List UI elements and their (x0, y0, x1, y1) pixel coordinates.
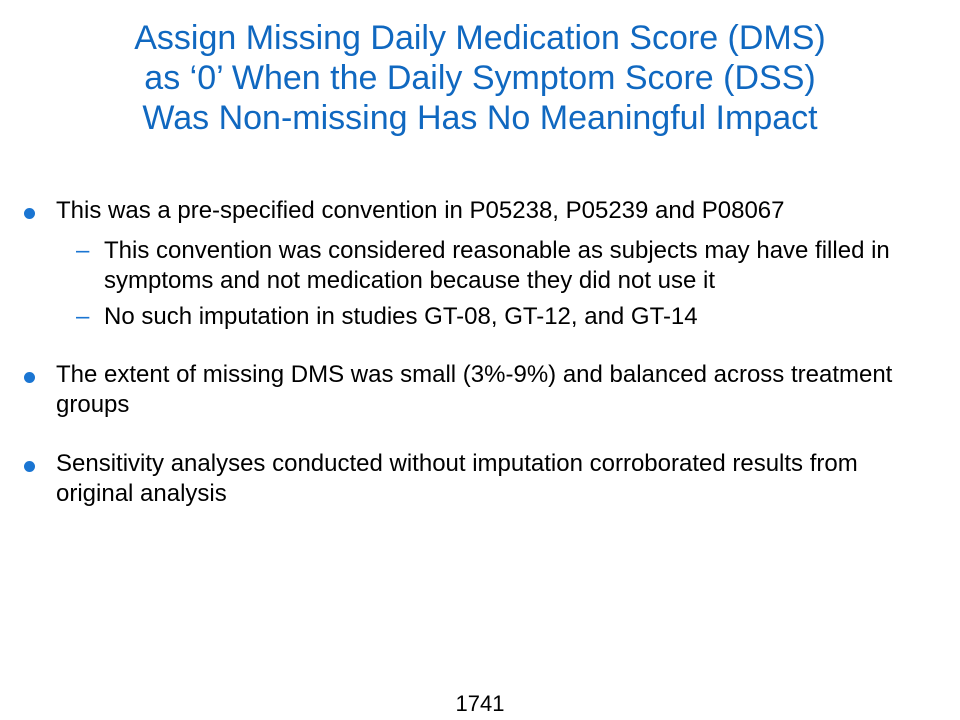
bullet-text-2: The extent of missing DMS was small (3%-… (56, 361, 893, 418)
page-number: 1741 (455, 691, 505, 716)
bullet-item-3: Sensitivity analyses conducted without i… (0, 449, 960, 509)
sub-bullet-text-2: No such imputation in studies GT-08, GT-… (104, 303, 698, 330)
title-line-3: Was Non-missing Has No Meaningful Impact (142, 99, 818, 137)
title-line-1: Assign Missing Daily Medication Score (D… (134, 19, 826, 57)
bullet-dot-icon (24, 461, 35, 472)
dash-icon: – (76, 303, 90, 330)
sub-bullet-item-1: – This convention was considered reasona… (0, 236, 960, 296)
sub-bullet-text-1: This convention was considered reasonabl… (104, 237, 890, 294)
bullet-text-3: Sensitivity analyses conducted without i… (56, 450, 858, 507)
bullet-dot-icon (24, 372, 35, 383)
bullet-dot-icon (24, 208, 35, 219)
sub-bullet-item-2: – No such imputation in studies GT-08, G… (0, 302, 960, 332)
bullet-text-1: This was a pre-specified convention in P… (56, 197, 785, 224)
bullet-item-2: The extent of missing DMS was small (3%-… (0, 360, 960, 420)
slide-body: This was a pre-specified convention in P… (0, 196, 960, 509)
title-line-2: as ‘0’ When the Daily Symptom Score (DSS… (144, 59, 816, 97)
bullet-item-1: This was a pre-specified convention in P… (0, 196, 960, 226)
dash-icon: – (76, 237, 90, 264)
slide-title: Assign Missing Daily Medication Score (D… (20, 18, 940, 138)
